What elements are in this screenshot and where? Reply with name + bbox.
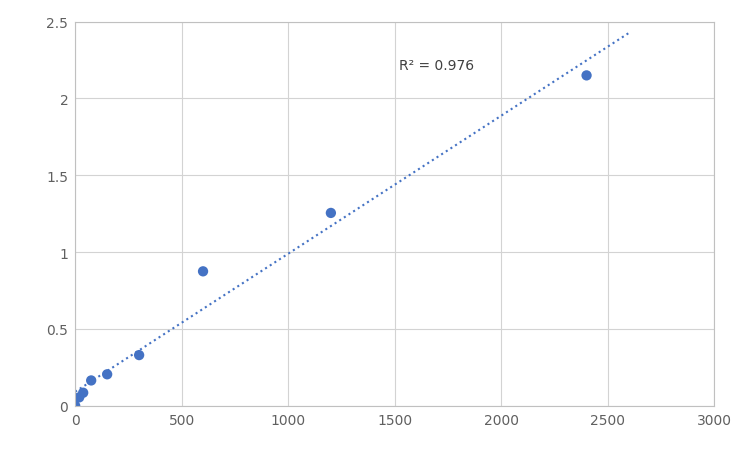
- Point: [325, 210, 337, 217]
- Point: [101, 371, 113, 378]
- Point: [197, 268, 209, 275]
- Point: [581, 73, 593, 80]
- Point: [69, 402, 81, 410]
- Point: [77, 389, 89, 396]
- Point: [73, 394, 85, 401]
- Point: [133, 352, 145, 359]
- Point: [85, 377, 97, 384]
- Text: R² = 0.976: R² = 0.976: [399, 59, 475, 73]
